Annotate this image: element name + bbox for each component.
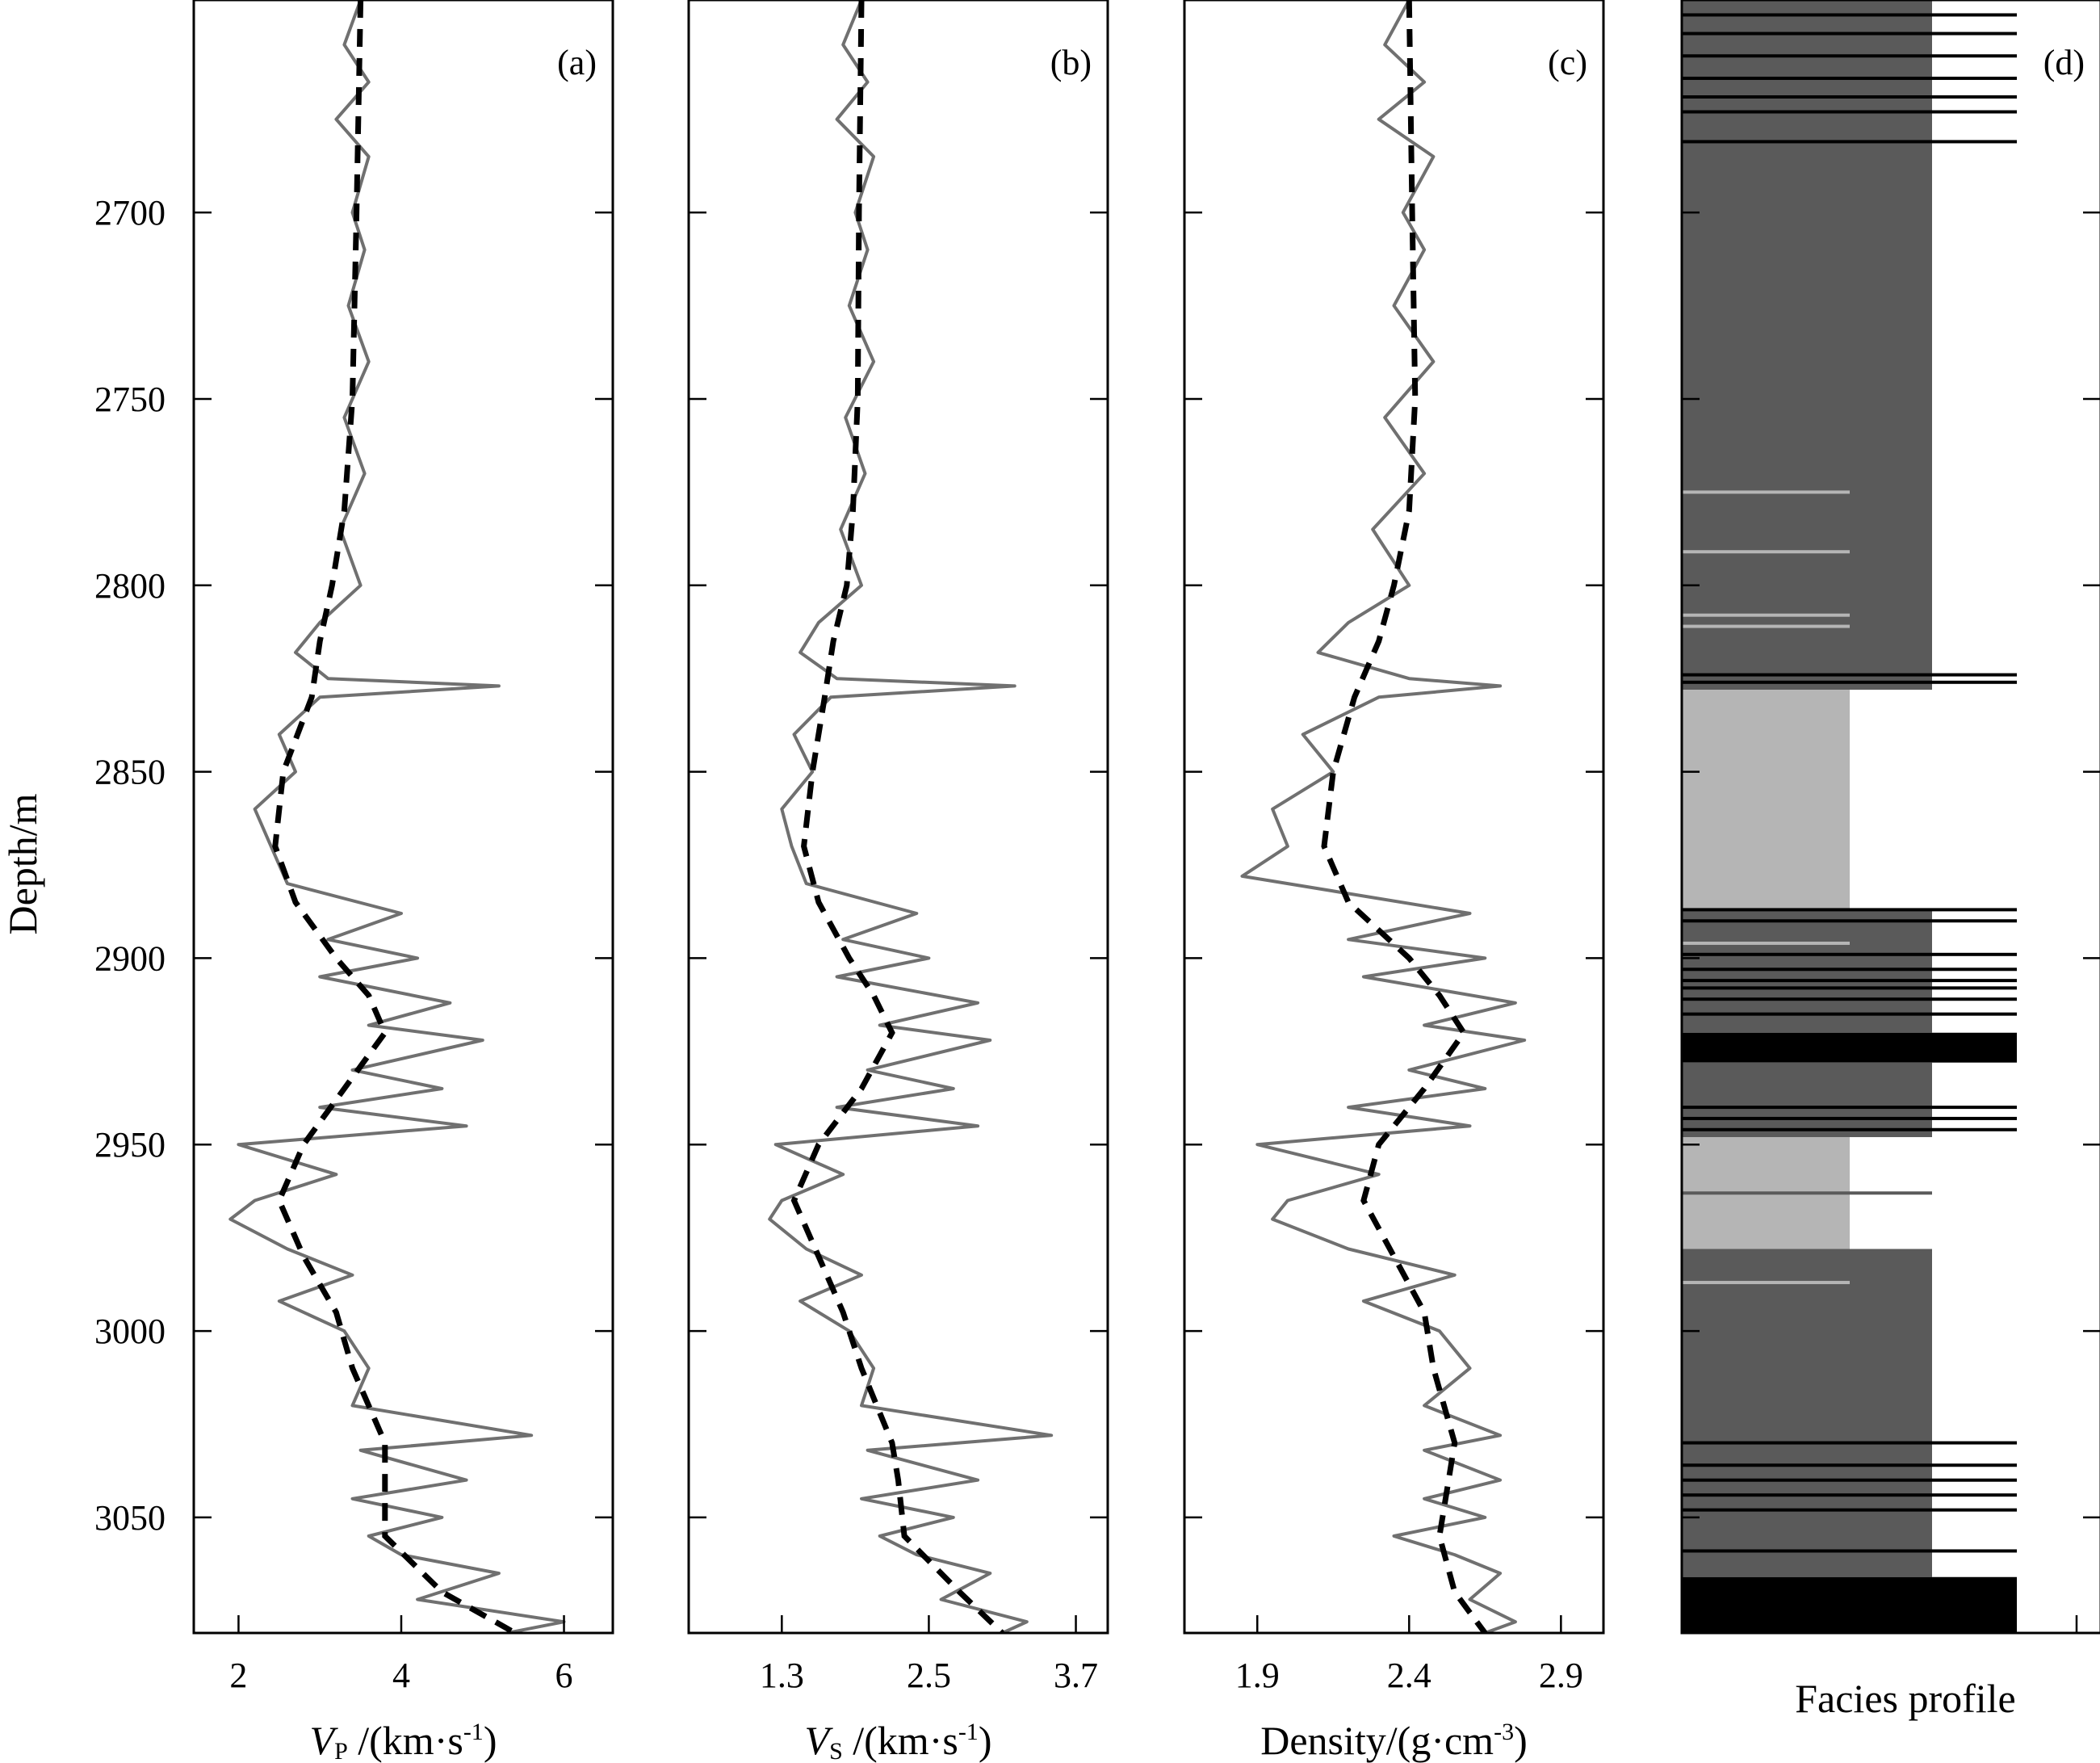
panel-b-log-line — [768, 0, 1054, 1633]
panel-c-frame — [1183, 0, 1605, 1635]
facies-line-class-3 — [1682, 1549, 2017, 1553]
panel-a-trend-line — [272, 0, 517, 1633]
facies-line-class-2 — [1682, 490, 1850, 494]
facies-block-class-1 — [1682, 1062, 1932, 1138]
facies-block-class-1 — [1682, 909, 1932, 1033]
y-tick-label-2750: 2750 — [94, 380, 166, 419]
facies-line-class-2 — [1682, 624, 1850, 628]
panel-b-xtick-label: 3.7 — [1054, 1656, 1098, 1695]
facies-line-class-2 — [1682, 1281, 1850, 1285]
facies-block-class-3 — [1682, 1032, 2017, 1063]
panel-b-xtick-label: 2.5 — [907, 1656, 951, 1695]
panel-a: 2 4 6 (a) VP /(km·s-1) — [192, 0, 614, 1763]
y-tick-label-2900: 2900 — [94, 938, 166, 978]
panel-c: 1.9 2.4 2.9 (c) Density/(g·cm-3) — [1183, 0, 1605, 1763]
facies-line-class-3 — [1682, 31, 2017, 36]
facies-line-class-3 — [1682, 110, 2017, 114]
panel-b-x-axis-label: VS /(km·s-1) — [805, 1718, 992, 1763]
facies-x-axis-label: Facies profile — [1795, 1676, 2016, 1721]
panel-c-trend-line — [1321, 0, 1488, 1633]
panel-b-letter: (b) — [1050, 43, 1092, 82]
facies-blocks — [1682, 0, 2017, 1633]
panel-b-trend-line — [790, 0, 1004, 1633]
facies-line-class-2 — [1682, 941, 1850, 945]
facies-line-class-3 — [1682, 979, 2017, 983]
y-tick-label-2800: 2800 — [94, 566, 166, 606]
facies-line-class-2 — [1682, 613, 1850, 617]
facies-line-class-3 — [1682, 968, 2017, 972]
panel-c-xtick-label: 2.4 — [1387, 1656, 1431, 1695]
panel-a-xtick-label: 6 — [555, 1656, 573, 1695]
panel-b-xtick-label: 1.3 — [760, 1656, 804, 1695]
facies-line-class-2 — [1682, 550, 1850, 554]
facies-panel: (d) Facies profile — [1680, 0, 2100, 1721]
panel-b: 1.3 2.5 3.7 (b) VS /(km·s-1) — [687, 0, 1109, 1763]
facies-line-class-3 — [1682, 673, 2017, 677]
panel-a-frame — [192, 0, 614, 1635]
facies-block-class-1 — [1682, 1249, 1932, 1577]
facies-line-class-1 — [1682, 1191, 1932, 1195]
panel-c-letter: (c) — [1548, 43, 1587, 82]
facies-line-class-1 — [1682, 1076, 1932, 1080]
facies-line-class-3 — [1682, 1106, 2017, 1110]
facies-line-class-1 — [1682, 1270, 1932, 1274]
y-tick-label-2700: 2700 — [94, 193, 166, 233]
panel-a-x-axis-label: VP /(km·s-1) — [310, 1718, 497, 1763]
facies-line-class-3 — [1682, 1493, 2017, 1497]
facies-line-class-1 — [1682, 1254, 1932, 1258]
y-axis-label: Depth/m — [0, 793, 45, 934]
facies-block-class-2 — [1682, 690, 1850, 910]
facies-line-class-1 — [1682, 1299, 1932, 1303]
facies-line-class-3 — [1682, 1478, 2017, 1482]
facies-block-class-1 — [1682, 0, 1932, 691]
y-tick-label-3000: 3000 — [94, 1312, 166, 1351]
facies-line-class-1 — [1682, 1408, 1932, 1412]
facies-line-class-3 — [1682, 1508, 2017, 1512]
panel-b-frame — [687, 0, 1109, 1635]
facies-frame — [1680, 0, 2100, 1635]
panel-a-log-line — [228, 0, 566, 1633]
panel-a-letter: (a) — [557, 43, 597, 82]
facies-line-class-3 — [1682, 908, 2017, 912]
panel-c-log-line — [1240, 0, 1527, 1633]
facies-line-class-3 — [1682, 680, 2017, 684]
facies-line-class-3 — [1682, 140, 2017, 144]
panel-a-xtick-label: 4 — [392, 1656, 410, 1695]
facies-line-class-3 — [1682, 1012, 2017, 1016]
facies-line-class-3 — [1682, 986, 2017, 990]
y-tick-label-3050: 3050 — [94, 1498, 166, 1538]
facies-line-class-1 — [1682, 1087, 1932, 1090]
facies-line-class-3 — [1682, 95, 2017, 99]
facies-block-class-3 — [1682, 1576, 2017, 1633]
facies-line-class-3 — [1682, 952, 2017, 956]
facies-line-class-3 — [1682, 919, 2017, 923]
log-panels: 2 4 6 (a) VP /(km·s-1) 1.3 2.5 3.7 (b) VS /(km·s-… — [192, 0, 1605, 1763]
facies-line-class-3 — [1682, 997, 2017, 1001]
facies-line-class-3 — [1682, 1116, 2017, 1120]
facies-panel-letter: (d) — [2043, 43, 2085, 82]
y-tick-label-2850: 2850 — [94, 753, 166, 792]
facies-line-class-3 — [1682, 1441, 2017, 1445]
facies-line-class-3 — [1682, 54, 2017, 58]
facies-line-class-3 — [1682, 1127, 2017, 1131]
y-tick-label-2950: 2950 — [94, 1125, 166, 1165]
y-axis-label-group: Depth/m — [0, 793, 45, 934]
panel-c-x-axis-label: Density/(g·cm-3) — [1260, 1718, 1527, 1763]
panel-c-xtick-label: 2.9 — [1539, 1656, 1583, 1695]
panel-c-xtick-label: 1.9 — [1235, 1656, 1280, 1695]
y-tick-labels: 2700 2750 2800 2850 2900 2950 3000 3050 — [94, 193, 166, 1538]
panel-a-xtick-label: 2 — [229, 1656, 247, 1695]
facies-line-class-3 — [1682, 76, 2017, 80]
facies-line-class-3 — [1682, 13, 2017, 17]
facies-line-class-3 — [1682, 1463, 2017, 1467]
